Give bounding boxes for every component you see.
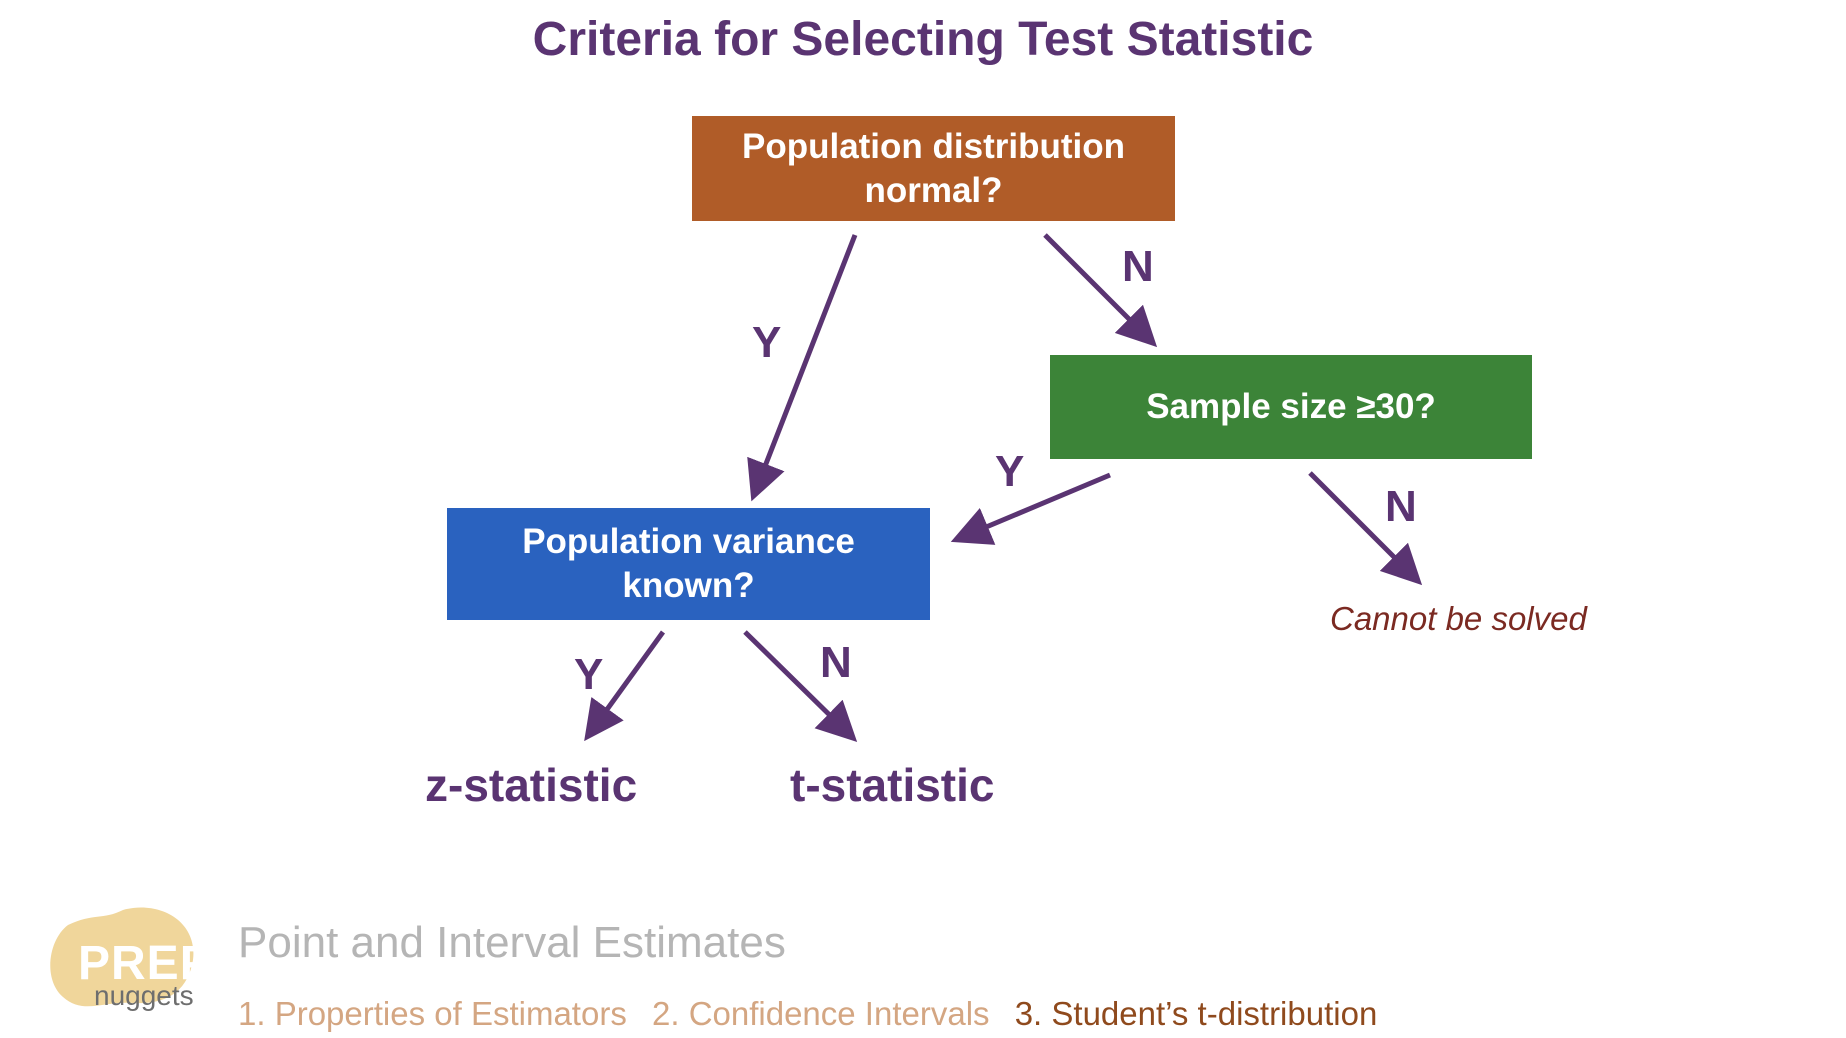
section-title: Point and Interval Estimates: [238, 918, 786, 967]
label-variance-no: N: [820, 638, 852, 687]
arrow-sample-yes: [950, 472, 1111, 545]
logo-prep-text: PREP: [78, 937, 213, 990]
prep-nuggets-logo: [50, 907, 194, 1007]
label-sample-no: N: [1385, 482, 1417, 531]
label-sample-yes: Y: [995, 447, 1025, 496]
diagram-title: Criteria for Selecting Test Statistic: [532, 13, 1314, 66]
node-population-normal: Population distribution normal?: [692, 116, 1175, 221]
arrow-normal-no: [1043, 233, 1158, 348]
node-variance-known: Population variance known?: [447, 508, 930, 620]
label-variance-yes: Y: [574, 650, 604, 699]
arrow-variance-yes: [584, 630, 666, 742]
arrow-normal-yes: [747, 234, 858, 502]
node-sample-size: Sample size ≥30?: [1050, 355, 1532, 459]
arrow-sample-no: [1308, 471, 1423, 586]
nav-item-properties-of-estimators[interactable]: 1. Properties of Estimators: [238, 995, 627, 1032]
nav-item-students-t-distribution[interactable]: 3. Student’s t-distribution: [1014, 995, 1378, 1032]
label-normal-yes: Y: [752, 318, 782, 367]
label-normal-no: N: [1122, 242, 1154, 291]
arrow-variance-no: [743, 630, 858, 743]
nav-item-confidence-intervals[interactable]: 2. Confidence Intervals: [652, 995, 990, 1032]
logo-nuggets-text: nuggets: [94, 980, 194, 1011]
outcome-z-statistic: z-statistic: [425, 759, 638, 811]
chapter-nav: 1. Properties of Estimators 2. Confidenc…: [238, 995, 1393, 1033]
outcome-t-statistic: t-statistic: [790, 759, 995, 811]
outcome-cannot-solve: Cannot be solved: [1330, 600, 1587, 637]
